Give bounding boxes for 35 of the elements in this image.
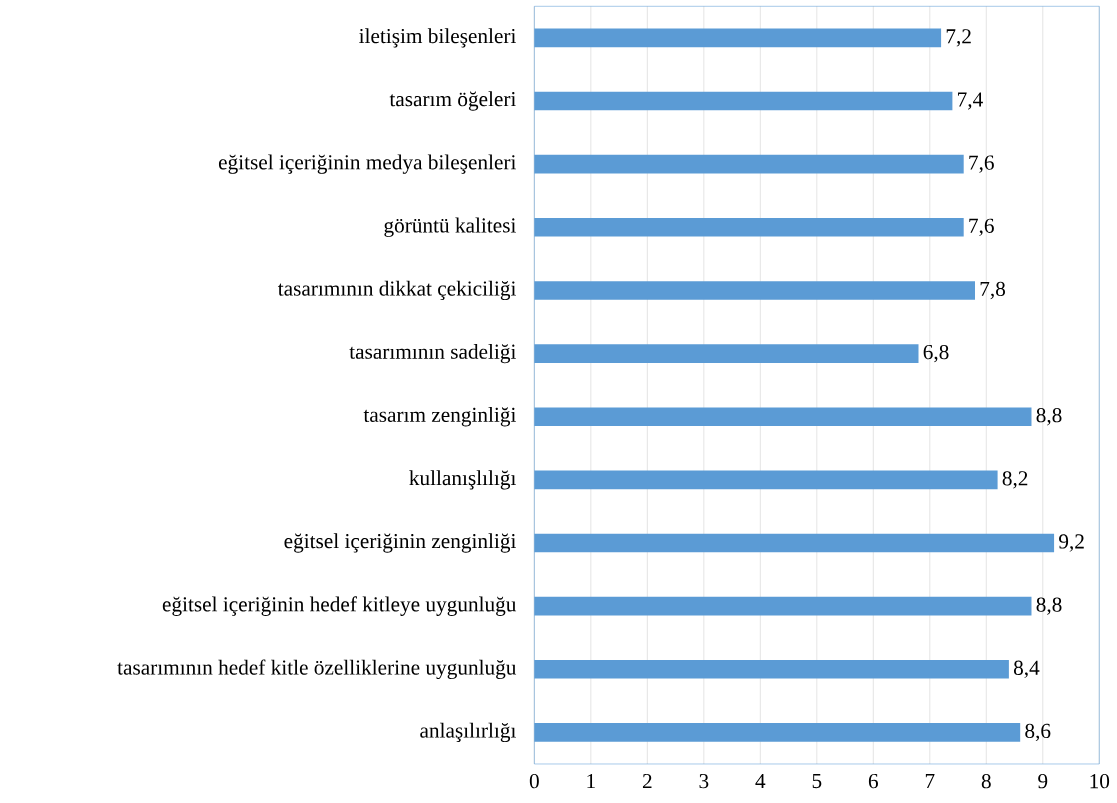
x-tick-label: 8 bbox=[981, 774, 991, 789]
x-tick-label: 6 bbox=[868, 774, 878, 789]
x-tick-label: 9 bbox=[1038, 774, 1048, 789]
data-label: 8,6 bbox=[1025, 723, 1051, 742]
x-tick-label: 4 bbox=[755, 774, 766, 789]
data-label: 7,6 bbox=[969, 218, 994, 237]
data-label: 7,2 bbox=[946, 29, 971, 47]
y-tick-label: tasarımının dikkat çekiciliği bbox=[277, 280, 517, 301]
data-label: 7,6 bbox=[969, 155, 994, 174]
y-tick-label: anlaşılırlığı bbox=[420, 722, 516, 743]
x-tick-label: 2 bbox=[642, 774, 652, 789]
data-label: 7,4 bbox=[958, 92, 983, 110]
data-label: 8,4 bbox=[1013, 660, 1040, 679]
y-tick-label: görüntü kalitesi bbox=[384, 217, 516, 238]
data-label: 9,2 bbox=[1059, 534, 1084, 552]
x-tick-label: 10 bbox=[1090, 774, 1110, 789]
y-tick-label: tasarımının sadeliği bbox=[349, 344, 516, 364]
y-tick-label: kullanışlılığı bbox=[409, 470, 516, 490]
x-tick-label: 1 bbox=[587, 774, 595, 789]
data-label: 8,8 bbox=[1036, 408, 1062, 426]
y-tick-label: tasarım zenginliği bbox=[363, 407, 516, 427]
x-tick-label: 7 bbox=[925, 774, 935, 789]
y-tick-label: iletişim bileşenleri bbox=[359, 28, 516, 48]
y-tick-label: eğitsel içeriğinin zenginliği bbox=[284, 533, 516, 553]
data-label: 7,8 bbox=[980, 281, 1006, 300]
y-tick-label: tasarım öğeleri bbox=[389, 91, 516, 111]
x-tick-label: 3 bbox=[699, 774, 709, 789]
x-tick-label: 5 bbox=[812, 774, 822, 789]
y-tick-label: tasarımının hedef kitle özelliklerine uygunluğu bbox=[117, 659, 517, 680]
y-tick-label: eğitsel içeriğinin medya bileşenleri bbox=[218, 154, 517, 175]
data-label: 8,8 bbox=[1036, 597, 1062, 616]
data-label: 6,8 bbox=[923, 345, 949, 363]
data-label: 8,2 bbox=[1002, 471, 1028, 489]
x-tick-label: 0 bbox=[529, 774, 539, 789]
y-tick-label: eğitsel içeriğinin hedef kitleye uygunluğu bbox=[162, 596, 517, 617]
